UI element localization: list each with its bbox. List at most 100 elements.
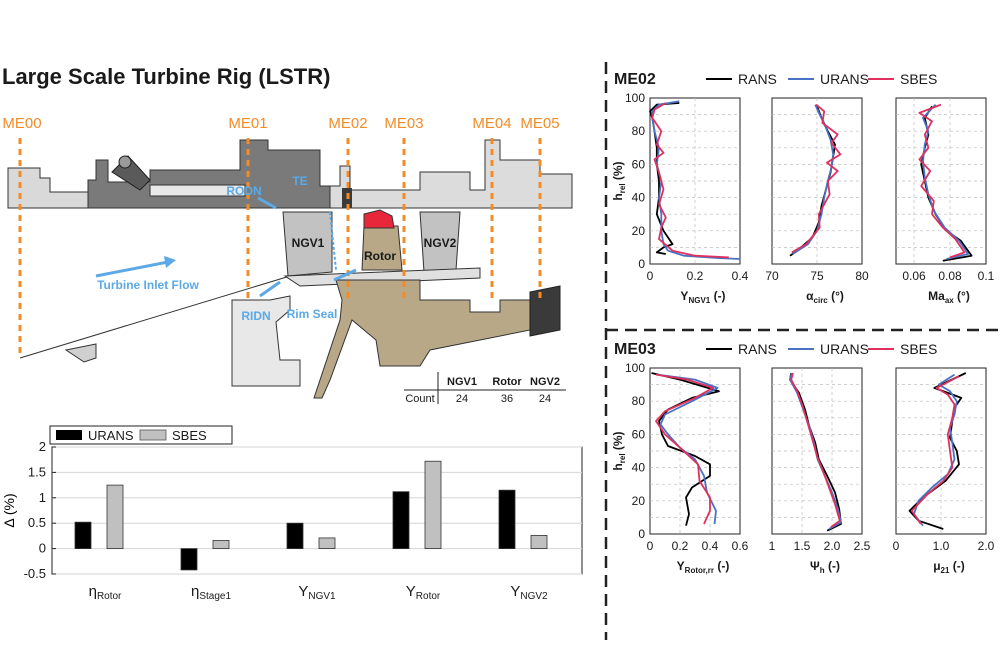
te-label: TE	[292, 174, 307, 188]
bar-xtick-label: YNGV1	[298, 583, 336, 602]
series-line-sbes	[910, 375, 960, 525]
section-label: ME02	[614, 71, 656, 88]
rotor-tip	[363, 209, 395, 229]
legend-label-urans: URANS	[820, 71, 869, 87]
panel-xtick-label: 2.0	[824, 539, 841, 553]
panel-xtick-label: 0.2	[672, 539, 689, 553]
panel-ytick-label: 60	[632, 157, 646, 171]
plane-label-me05: ME05	[520, 115, 559, 132]
panel-xtick-label: 0.4	[732, 269, 749, 283]
panel-xtick-label: 0	[893, 539, 900, 553]
bar-ytick-label: 2	[39, 439, 46, 454]
table-row-label: Count	[405, 393, 434, 405]
bar-ytick-label: 1.5	[28, 464, 46, 479]
panel-xtick-label: 75	[810, 269, 824, 283]
panel-xtick-label: 0.08	[938, 269, 962, 283]
panel-xtick-label: 1.5	[794, 539, 811, 553]
panel-xtick-label: 0.6	[732, 539, 749, 553]
panel-xtick-label: 0.4	[702, 539, 719, 553]
panel-xlabel: αcirc (°)	[806, 289, 844, 305]
bar-urans	[286, 522, 304, 550]
inlet-duct	[149, 184, 246, 197]
ngv1-label: NGV1	[292, 236, 325, 250]
me02-profiles: ME02 RANS URANS SBES hrel (%) 0 0.2 0.4 0 20 40 60 8…	[611, 71, 995, 305]
plane-label-me02: ME02	[328, 115, 367, 132]
flow-arrows	[95, 196, 357, 298]
ylabel: hrel (%)	[611, 431, 627, 470]
ngv2-label: NGV2	[424, 236, 457, 250]
bar-urans	[74, 521, 92, 550]
ngv1-vane	[282, 211, 333, 277]
series-line-sbes	[918, 103, 966, 259]
inlet-flow-label: Turbine Inlet Flow	[97, 278, 199, 292]
panel-xlabel: Maax (°)	[928, 289, 970, 305]
rim-seal-label: Rim Seal	[287, 307, 338, 321]
ridn-label: RIDN	[241, 309, 270, 323]
plane-label-me00: ME00	[2, 115, 41, 132]
bar-ytick-label: 0.5	[28, 515, 46, 530]
bar-sbes	[318, 537, 336, 550]
series-line-rans	[651, 372, 720, 526]
rotor-disc	[313, 279, 531, 399]
bar-urans	[180, 548, 198, 571]
legend-label-rans: RANS	[738, 341, 777, 357]
panel-xtick-label: 2.0	[978, 539, 995, 553]
bar-urans	[498, 489, 516, 549]
casing-left	[7, 167, 89, 209]
legend-label-urans: URANS	[88, 428, 134, 443]
me03-profiles: ME03 RANS URANS SBES hrel (%) 0 0.2 0.4 0.6 0 20 40…	[611, 341, 995, 575]
bar-ytick-label: 0	[39, 541, 46, 556]
panel-xtick-label: 80	[855, 269, 869, 283]
bar-plot-frame	[51, 446, 583, 575]
panel-ytick-label: 40	[632, 461, 646, 475]
panel-xtick-label: 0	[647, 539, 654, 553]
bar-sbes	[212, 540, 230, 549]
bar-sbes	[530, 534, 548, 550]
series-line-sbes	[790, 372, 841, 529]
panel-ytick-label: 0	[638, 527, 645, 541]
plane-label-me03: ME03	[384, 115, 423, 132]
panel-xtick-label: 1.0	[933, 539, 950, 553]
legend-label-sbes: SBES	[900, 341, 937, 357]
rotor-label: Rotor	[364, 249, 396, 263]
panel-ytick-label: 20	[632, 224, 646, 238]
rodn-label: RODN	[226, 184, 261, 198]
legend-label-sbes: SBES	[900, 71, 937, 87]
legend-swatch-sbes	[139, 429, 167, 441]
legend-swatch-urans	[56, 430, 82, 440]
bar-legend: URANS SBES	[49, 425, 233, 445]
table-cell: 24	[539, 393, 551, 405]
table-cell: 24	[456, 393, 468, 405]
panel-xtick-label: 0	[647, 269, 654, 283]
section-label: ME03	[614, 341, 656, 358]
inner-casing	[231, 295, 301, 387]
series-line-rans	[908, 372, 967, 530]
strut-left	[64, 343, 97, 363]
panel-ytick-label: 80	[632, 124, 646, 138]
plane-label-me01: ME01	[228, 115, 267, 132]
panel-xlabel: Ψh (-)	[810, 559, 840, 575]
rear-bearing	[529, 285, 561, 337]
panel-xtick-label: 70	[765, 269, 779, 283]
legend-label-urans: URANS	[820, 341, 869, 357]
panel-ytick-label: 100	[625, 361, 645, 375]
table-header: NGV1	[447, 376, 477, 388]
panel-xlabel: YRotor,rr (-)	[677, 559, 730, 575]
panel-ytick-label: 60	[632, 427, 646, 441]
panel-xtick-label: 1	[769, 539, 776, 553]
bar-ytick-label: -0.5	[24, 566, 46, 581]
series-line-sbes	[655, 373, 714, 525]
panel-xtick-label: 0.1	[978, 269, 995, 283]
hub-platform	[283, 267, 481, 287]
rotor-blade	[361, 225, 403, 271]
bar-xtick-label: YRotor	[406, 583, 441, 602]
panel-ytick-label: 0	[638, 257, 645, 271]
panel-ytick-label: 80	[632, 394, 646, 408]
rig-schematic: ME00 ME01 ME02 ME03 ME04 ME05 RODN TE NGV1 Rotor N…	[2, 115, 573, 405]
table-cell: 36	[501, 393, 513, 405]
plane-label-me04: ME04	[472, 115, 511, 132]
series-line-sbes	[791, 103, 842, 254]
casing-mid	[329, 139, 573, 209]
table-header: NGV2	[530, 376, 560, 388]
